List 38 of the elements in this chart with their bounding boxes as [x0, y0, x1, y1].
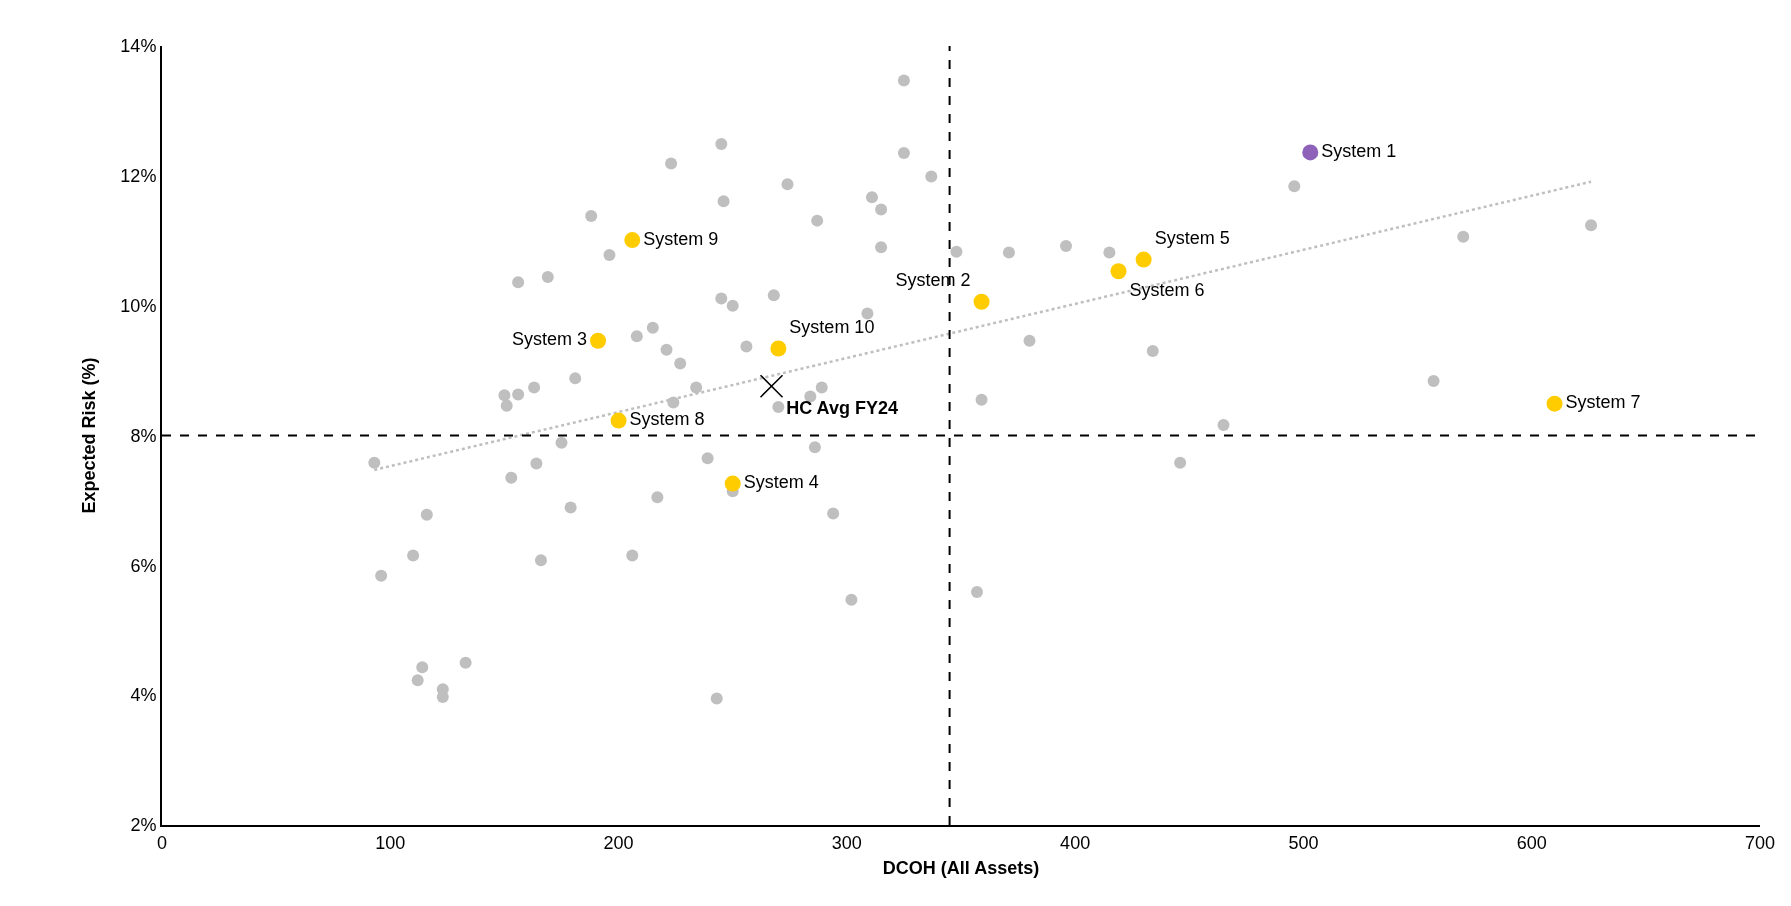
point — [610, 412, 627, 429]
point — [1302, 144, 1319, 161]
y-tick-label: 12% — [120, 166, 157, 187]
y-axis-title: Expected Risk (%) — [79, 357, 100, 514]
point — [1546, 395, 1563, 412]
point — [1135, 251, 1152, 268]
series-label: System 7 — [1565, 392, 1641, 413]
series-label: System 8 — [629, 409, 705, 430]
point — [724, 475, 741, 492]
point — [759, 374, 784, 398]
y-tick-label: 10% — [120, 295, 157, 316]
x-tick-label: 100 — [375, 832, 406, 853]
point — [770, 340, 787, 357]
series-label: System 10 — [789, 317, 875, 338]
series-label: System 6 — [1129, 279, 1205, 300]
x-tick-label: 700 — [1744, 832, 1776, 853]
y-tick-label: 4% — [130, 685, 157, 706]
x-tick-label: 400 — [1060, 832, 1091, 853]
x-tick-label: 0 — [156, 832, 168, 853]
series-label: System 4 — [743, 472, 819, 493]
x-tick-label: 300 — [831, 832, 862, 853]
y-tick-label: 2% — [130, 815, 157, 836]
point — [973, 293, 990, 310]
series-label: HC Avg FY24 — [786, 398, 898, 419]
point — [624, 232, 641, 249]
x-tick-label: 500 — [1288, 832, 1319, 853]
y-tick-label: 6% — [130, 555, 157, 576]
x-tick-label: 200 — [603, 832, 634, 853]
series-label: System 1 — [1321, 140, 1397, 161]
x-axis-title: DCOH (All Assets) — [882, 858, 1040, 879]
series-label: System 9 — [643, 228, 719, 249]
point — [1110, 263, 1127, 280]
x-tick-label: 600 — [1516, 832, 1547, 853]
series-label: System 5 — [1154, 228, 1230, 249]
y-tick-label: 8% — [130, 425, 157, 446]
y-tick-label: 14% — [120, 36, 157, 57]
point — [590, 332, 607, 349]
series-label: System 3 — [512, 329, 588, 350]
